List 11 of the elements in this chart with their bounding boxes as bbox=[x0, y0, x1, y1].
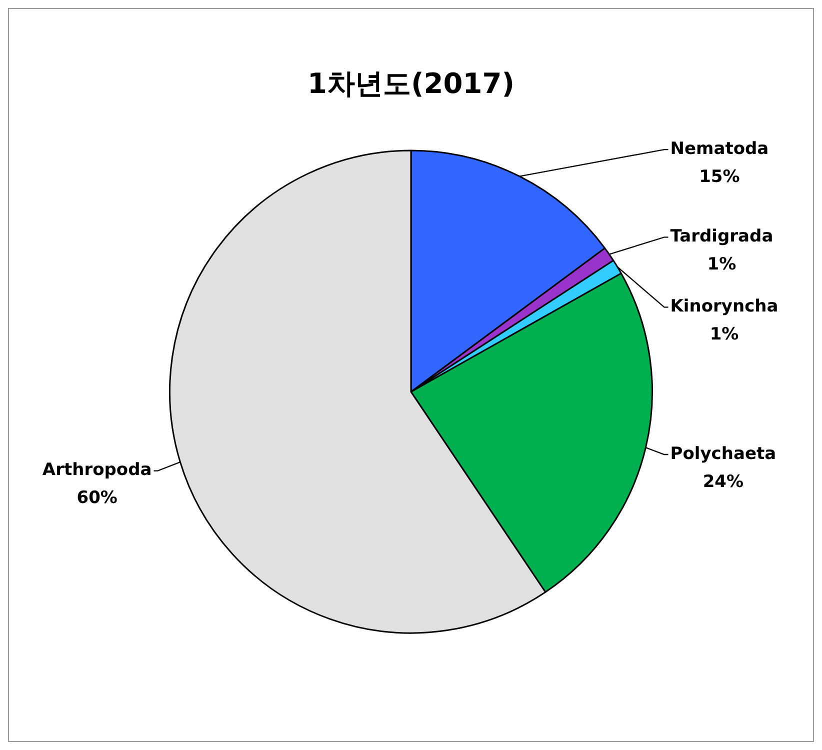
chart-title: 1차년도(2017) bbox=[307, 67, 515, 100]
slice-label: Arthropoda bbox=[42, 460, 152, 480]
slice-label: Nematoda bbox=[670, 138, 769, 159]
data-label: 24% bbox=[702, 472, 744, 492]
data-label: 1% bbox=[710, 324, 739, 345]
data-label: 1% bbox=[707, 254, 736, 275]
slice-label: Kinoryncha bbox=[670, 296, 778, 317]
slice-label: Polychaeta bbox=[670, 444, 776, 464]
data-label: 15% bbox=[699, 166, 740, 187]
slice-label: Tardigrada bbox=[670, 226, 774, 247]
data-label: 60% bbox=[76, 488, 118, 508]
